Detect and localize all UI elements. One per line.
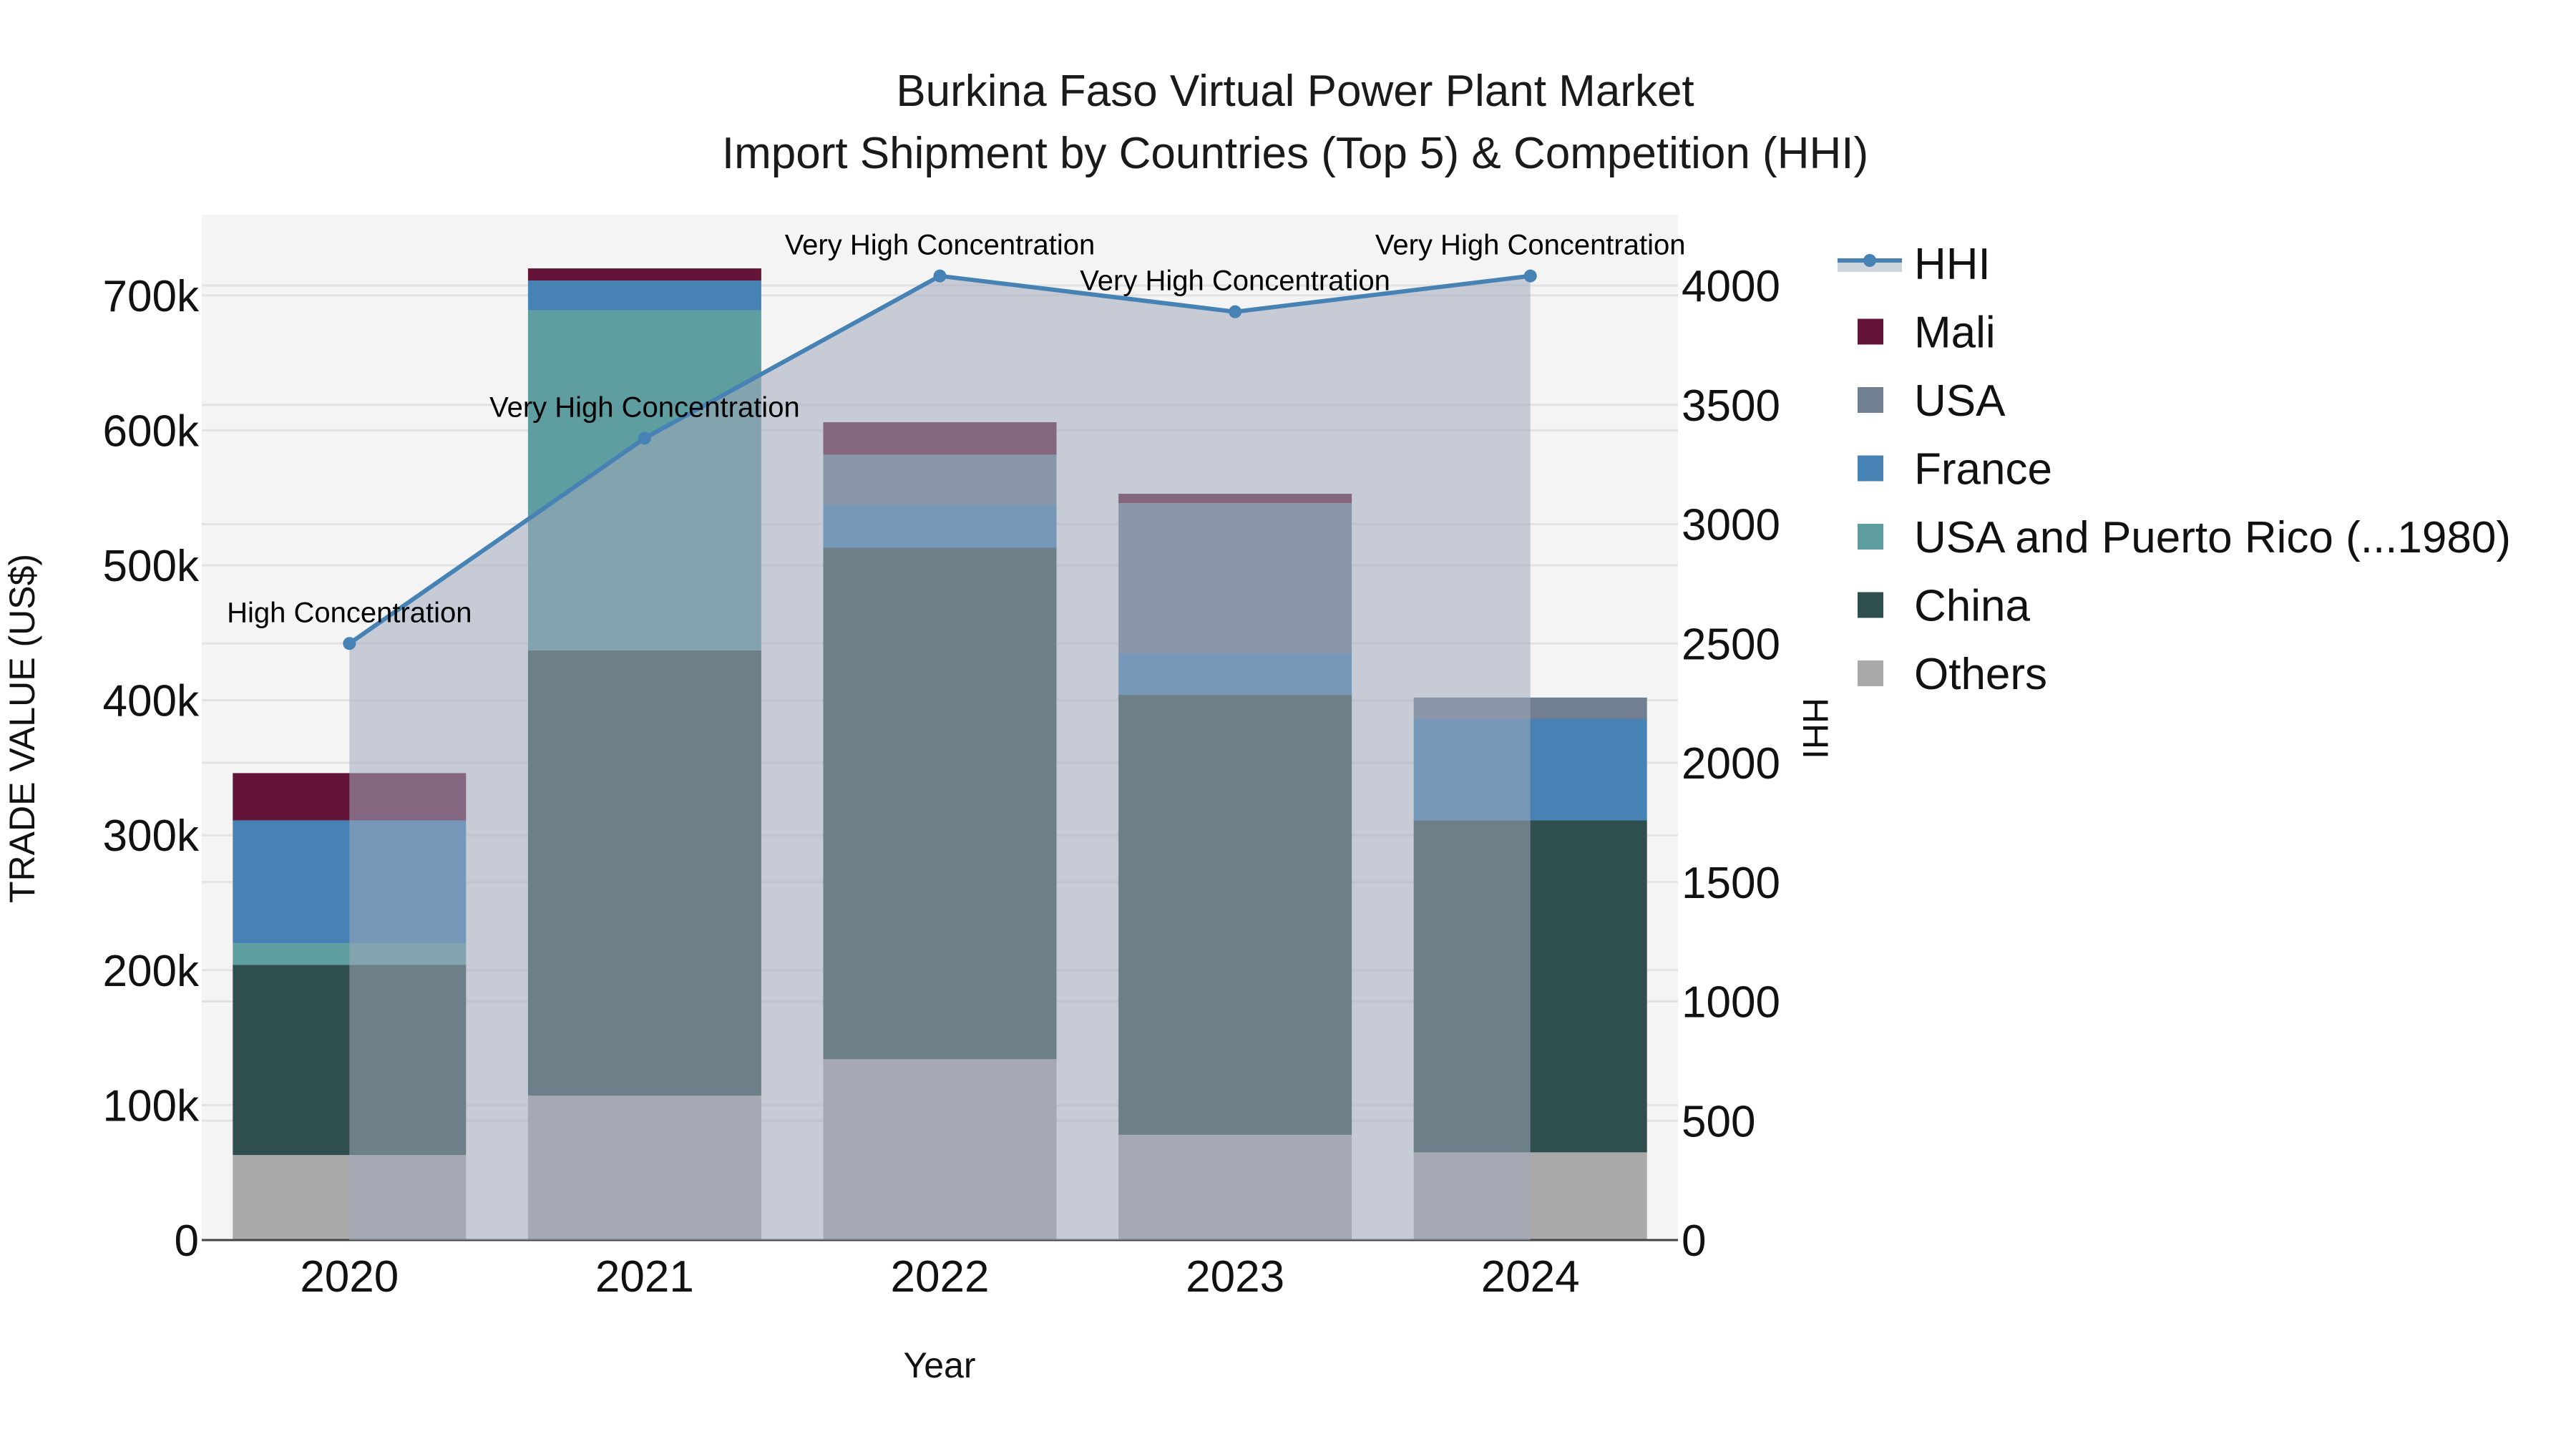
hhi-fill	[349, 275, 1531, 1240]
y-right-tick-label: 4000	[1682, 262, 1780, 311]
legend-item-france[interactable]: France	[1858, 445, 2052, 494]
hhi-annotation: Very High Concentration	[1375, 230, 1686, 261]
y-left-tick-label: 600k	[103, 406, 200, 456]
legend-item-usa-and-puerto-rico-1980[interactable]: USA and Puerto Rico (...1980)	[1858, 513, 2511, 562]
legend-swatch	[1858, 455, 1883, 482]
hhi-annotation: High Concentration	[227, 597, 472, 628]
legend-swatch	[1858, 592, 1883, 618]
hhi-annotation: Very High Concentration	[785, 230, 1096, 261]
y-right-tick-label: 500	[1682, 1097, 1755, 1146]
chart-title-line1: Burkina Faso Virtual Power Plant Market	[896, 67, 1694, 116]
y-left-tick-label: 100k	[103, 1081, 200, 1131]
chart-title-line2: Import Shipment by Countries (Top 5) & C…	[722, 129, 1868, 178]
bar-segment	[527, 280, 761, 311]
hhi-marker	[1229, 305, 1242, 318]
x-axis-ticks: 2020 2021 2022 2023 2024	[300, 1252, 1579, 1302]
legend-label: USA and Puerto Rico (...1980)	[1914, 513, 2511, 562]
hhi-line	[343, 269, 1537, 650]
y-left-tick-label: 0	[175, 1216, 199, 1266]
legend-label: Mali	[1914, 308, 1996, 358]
x-tick-label: 2024	[1481, 1252, 1580, 1302]
y-right-tick-label: 3000	[1682, 501, 1780, 550]
y-left-tick-label: 300k	[103, 811, 200, 861]
x-tick-label: 2021	[595, 1252, 694, 1302]
y-right-tick-label: 0	[1682, 1216, 1706, 1266]
legend-label: France	[1914, 445, 2052, 494]
legend-label: HHI	[1914, 240, 1991, 289]
legend-item-usa[interactable]: USA	[1858, 376, 2006, 426]
y-right-axis-ticks: 0 500 1000 1500 2000 2500 3000 3500 4000	[1682, 262, 1780, 1266]
bar-segment	[527, 268, 761, 281]
y-right-tick-label: 3500	[1682, 381, 1780, 431]
legend: HHI Mali USA France USA and Puerto Rico (...…	[1838, 240, 2511, 699]
y-right-tick-label: 2500	[1682, 620, 1780, 669]
legend-item-china[interactable]: China	[1858, 582, 2031, 631]
legend-label: China	[1914, 582, 2031, 631]
y-right-tick-label: 2000	[1682, 739, 1780, 789]
hhi-marker	[638, 431, 651, 445]
legend-label: USA	[1914, 376, 2006, 426]
y-left-axis-ticks: 0 100k 200k 300k 400k 500k 600k 700k	[103, 272, 200, 1266]
y-right-tick-label: 1000	[1682, 978, 1780, 1028]
y-left-tick-label: 500k	[103, 542, 200, 591]
legend-item-others[interactable]: Others	[1858, 650, 2047, 699]
y-right-axis-title: HHI	[1795, 698, 1835, 759]
legend-item-hhi[interactable]: HHI	[1838, 240, 1991, 289]
hhi-annotation: Very High Concentration	[489, 391, 800, 423]
hhi-annotations: High Concentration Very High Concentratio…	[227, 230, 1685, 629]
x-tick-label: 2023	[1186, 1252, 1284, 1302]
legend-item-mali[interactable]: Mali	[1858, 308, 1996, 358]
y-left-axis-title: TRADE VALUE (US$)	[2, 554, 42, 903]
x-tick-label: 2022	[891, 1252, 990, 1302]
legend-swatch	[1858, 524, 1883, 550]
x-axis-title: Year	[903, 1345, 975, 1385]
hhi-marker	[343, 637, 356, 650]
y-left-tick-label: 200k	[103, 947, 200, 996]
y-left-tick-label: 700k	[103, 272, 200, 321]
hhi-annotation: Very High Concentration	[1080, 265, 1390, 297]
legend-swatch	[1858, 318, 1883, 345]
legend-swatch	[1858, 387, 1883, 413]
legend-label: Others	[1914, 650, 2047, 699]
hhi-marker	[1523, 269, 1537, 283]
x-tick-label: 2020	[300, 1252, 399, 1302]
legend-swatch	[1858, 660, 1883, 686]
y-left-tick-label: 400k	[103, 677, 200, 726]
y-right-tick-label: 1500	[1682, 859, 1780, 908]
legend-swatch-marker	[1863, 254, 1876, 267]
hhi-marker	[933, 269, 947, 283]
hhi-area	[349, 275, 1531, 1240]
